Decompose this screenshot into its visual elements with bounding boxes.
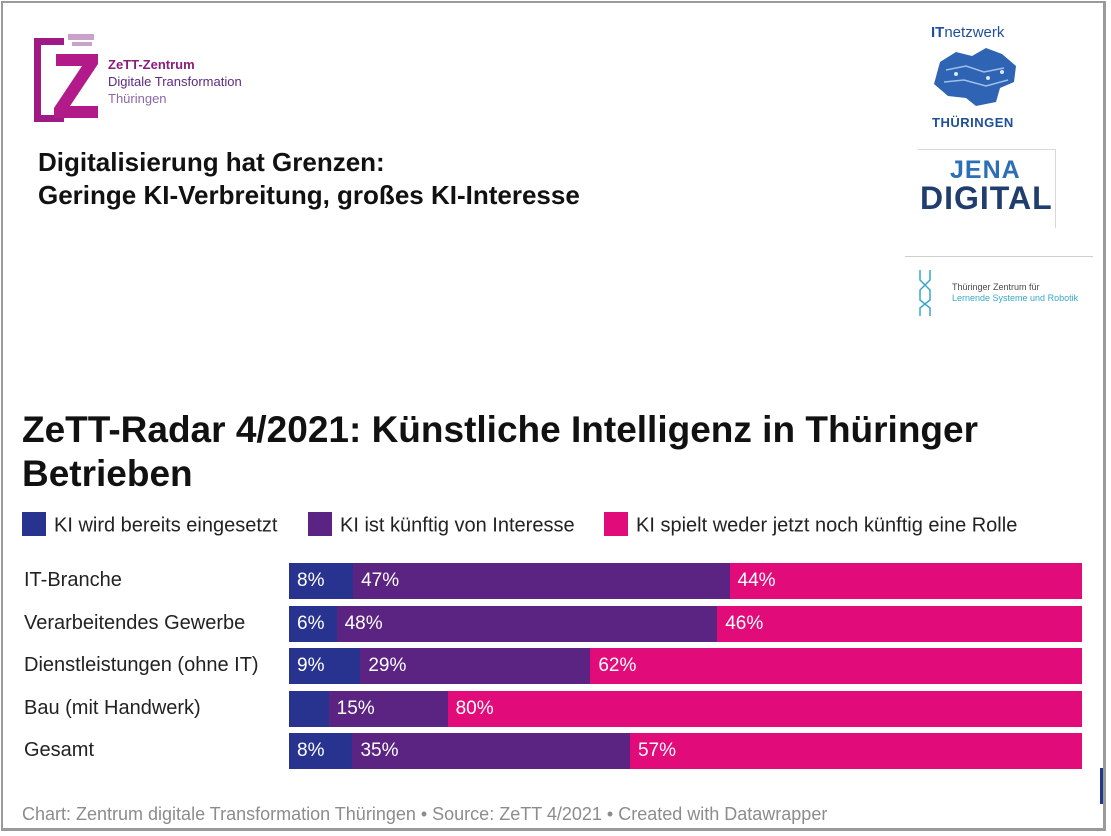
legend-swatch-eingesetzt: [22, 512, 46, 536]
category-label-dienstleistungen-ohne-it: Dienstleistungen (ohne IT): [24, 654, 259, 676]
itnetzwerk-title-bold: IT: [931, 24, 945, 41]
zett-line3: Thüringen: [108, 91, 167, 106]
legend-item-eingesetzt: KI wird bereits eingesetzt: [22, 512, 278, 538]
data-label-gesamt-s1: 8%: [297, 740, 325, 761]
zett-logo-icon: [34, 34, 98, 122]
jena-logo-frame: [918, 149, 1056, 228]
itnetzwerk-title-rest: netzwerk: [944, 24, 1005, 41]
headline-line2: Geringe KI-Verbreitung, großes KI-Intere…: [38, 180, 580, 210]
bar-segment-dienstleistungen-ohne-it-s1: [289, 648, 361, 684]
legend-label-eingesetzt: KI wird bereits eingesetzt: [54, 514, 278, 537]
bar-segment-gesamt-s3: [629, 733, 1083, 769]
tzls-line1: Thüringer Zentrum für: [952, 282, 1040, 292]
zett-line2: Digitale Transformation: [108, 74, 242, 89]
bar-segment-dienstleistungen-ohne-it-s2: [360, 648, 591, 684]
jena-logo-line1: JENA: [950, 156, 1021, 184]
jena-logo-line2: DIGITAL: [920, 180, 1053, 216]
headline-line1: Digitalisierung hat Grenzen:: [38, 147, 385, 177]
bar-segment-verarbeitendes-gewerbe-s1: [289, 605, 338, 642]
edge-marker: [1100, 768, 1103, 804]
data-label-bau-mit-handwerk-s3: 80%: [455, 697, 494, 719]
itnetzwerk-subtitle: THÜRINGEN: [932, 115, 1014, 130]
bar-segment-verarbeitendes-gewerbe-s3: [717, 605, 1083, 642]
data-label-it-branche-s3: 44%: [737, 570, 776, 591]
bar-segment-it-branche-s2: [353, 563, 731, 599]
data-label-verarbeitendes-gewerbe-s1: 6%: [297, 612, 325, 634]
bar-segment-it-branche-s3: [729, 563, 1083, 599]
bar-segment-verarbeitendes-gewerbe-s2: [336, 605, 718, 642]
data-label-dienstleistungen-ohne-it-s1: 9%: [297, 655, 325, 676]
tzls-line2: Lernende Systeme und Robotik: [952, 293, 1079, 303]
chart-source-note: Chart: Zentrum digitale Transformation T…: [22, 804, 828, 824]
data-label-dienstleistungen-ohne-it-s3: 62%: [598, 655, 637, 676]
data-label-gesamt-s2: 35%: [360, 740, 399, 761]
data-label-it-branche-s2: 47%: [361, 570, 400, 591]
zett-logo-text: ZeTT-Zentrum Digitale Transformation Thü…: [108, 56, 242, 107]
headline: Digitalisierung hat Grenzen: Geringe KI-…: [38, 146, 580, 212]
legend-label-keine-rolle: KI spielt weder jetzt noch künftig eine …: [636, 514, 1018, 537]
bar-segment-gesamt-s1: [289, 733, 353, 769]
legend-swatch-keine-rolle: [604, 512, 628, 536]
legend-item-keine-rolle: KI spielt weder jetzt noch künftig eine …: [604, 512, 1018, 538]
bar-segment-bau-mit-handwerk-s1: [289, 690, 330, 727]
data-label-gesamt-s3: 57%: [637, 740, 677, 761]
data-label-it-branche-s1: 8%: [297, 570, 325, 591]
bar-segment-dienstleistungen-ohne-it-s3: [590, 648, 1083, 684]
data-label-dienstleistungen-ohne-it-s2: 29%: [368, 655, 407, 676]
category-label-bau-mit-handwerk: Bau (mit Handwerk): [24, 696, 201, 719]
legend-item-interesse: KI ist künftig von Interesse: [308, 512, 575, 538]
data-label-verarbeitendes-gewerbe-s2: 48%: [344, 612, 383, 634]
legend-swatch-interesse: [308, 512, 332, 536]
category-label-verarbeitendes-gewerbe: Verarbeitendes Gewerbe: [24, 611, 246, 634]
tzls-ki-icon: [919, 270, 931, 316]
chart-title: ZeTT-Radar 4/2021: Künstliche Intelligen…: [22, 409, 979, 494]
itnetzwerk-title: ITnetzwerk: [931, 24, 1004, 41]
bar-segment-bau-mit-handwerk-s3: [447, 690, 1083, 727]
legend-label-interesse: KI ist künftig von Interesse: [340, 514, 575, 537]
category-label-it-branche: IT-Branche: [24, 569, 122, 591]
zett-line1: ZeTT-Zentrum: [108, 57, 195, 72]
bar-segment-bau-mit-handwerk-s2: [328, 690, 449, 727]
bar-segment-gesamt-s2: [352, 733, 631, 769]
tzls-divider: [905, 256, 1093, 257]
data-label-verarbeitendes-gewerbe-s3: 46%: [725, 612, 764, 634]
category-label-gesamt: Gesamt: [24, 739, 95, 761]
thuringia-map-icon: [934, 48, 1016, 106]
bar-segment-it-branche-s1: [289, 563, 354, 599]
data-label-bau-mit-handwerk-s2: 15%: [336, 697, 375, 719]
